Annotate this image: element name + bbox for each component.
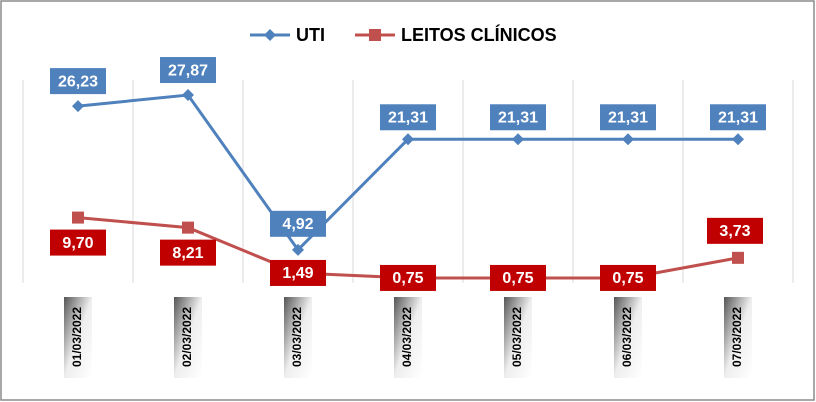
x-tick-label: 01/03/2022 <box>70 307 84 367</box>
data-label-box <box>160 239 216 266</box>
category-box <box>724 297 752 378</box>
data-label: 3,73 <box>719 223 750 240</box>
data-label-box <box>50 68 106 95</box>
data-label: 27,87 <box>168 62 208 79</box>
marker <box>732 251 744 264</box>
marker <box>402 133 414 146</box>
data-label: 9,70 <box>62 235 93 252</box>
marker <box>369 29 381 41</box>
marker <box>182 221 194 234</box>
data-label: 1,49 <box>282 265 313 282</box>
x-tick-label: 06/03/2022 <box>620 307 634 367</box>
category-box <box>614 297 642 378</box>
data-label: 0,75 <box>502 270 533 287</box>
data-label-box <box>710 104 766 131</box>
marker <box>72 211 84 224</box>
marker <box>292 243 304 256</box>
data-label-box <box>270 210 326 237</box>
x-tick-label: 02/03/2022 <box>180 307 194 367</box>
data-label-box <box>380 264 436 291</box>
data-label-box <box>600 264 656 291</box>
data-label: 21,31 <box>498 109 538 126</box>
data-label-box <box>707 217 763 244</box>
marker <box>72 100 84 113</box>
data-label: 26,23 <box>58 73 98 90</box>
data-label: 0,75 <box>612 270 643 287</box>
x-tick-label: 05/03/2022 <box>510 307 524 367</box>
data-label: 21,31 <box>608 109 648 126</box>
legend-label: UTI <box>296 25 325 45</box>
data-label-box <box>380 104 436 131</box>
x-tick-label: 03/03/2022 <box>290 307 304 367</box>
data-label-box <box>270 259 326 286</box>
category-box <box>64 297 92 378</box>
data-label-box <box>490 104 546 131</box>
data-label-box <box>600 104 656 131</box>
data-label: 8,21 <box>172 245 203 262</box>
marker <box>512 133 524 146</box>
legend-label: LEITOS CLÍNICOS <box>401 24 557 45</box>
x-tick-label: 07/03/2022 <box>730 307 744 367</box>
category-box <box>174 297 202 378</box>
data-label-box <box>50 229 106 256</box>
marker <box>182 89 194 102</box>
category-box <box>284 297 312 378</box>
data-label-box <box>490 264 546 291</box>
marker <box>732 133 744 146</box>
data-label: 21,31 <box>388 109 428 126</box>
x-tick-label: 04/03/2022 <box>400 307 414 367</box>
data-label-box <box>160 57 216 84</box>
marker <box>264 29 276 41</box>
category-box <box>504 297 532 378</box>
data-label: 21,31 <box>718 109 758 126</box>
data-label: 0,75 <box>392 270 423 287</box>
data-label: 4,92 <box>282 216 313 233</box>
category-box <box>394 297 422 378</box>
marker <box>622 133 634 146</box>
